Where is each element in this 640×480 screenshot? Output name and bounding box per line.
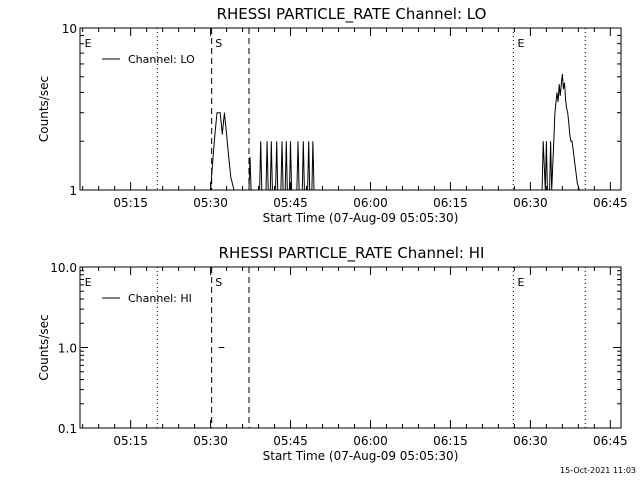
panel-1-xtick-label-4: 06:15 (433, 196, 468, 210)
panel-2-marker-2: E (517, 276, 524, 289)
panel-1-xtick-label-3: 06:00 (353, 196, 388, 210)
panel-1-xtick-label-2: 05:45 (273, 196, 308, 210)
panel-1-xtick-label-5: 06:30 (513, 196, 548, 210)
panel-2-marker-0: E (85, 276, 92, 289)
panel-1-marker-1: S (215, 37, 222, 50)
panel-2-marker-1: S (215, 276, 222, 289)
panel-1-yaxis-label: Counts/sec (37, 76, 51, 142)
panel-1-ytick-label-1: 10 (62, 22, 77, 36)
panel-2-xtick-label-4: 06:15 (433, 434, 468, 448)
panel-2-ytick-label-0: 0.1 (58, 422, 77, 436)
panel-2-xtick-label-2: 05:45 (273, 434, 308, 448)
panel-2-title: RHESSI PARTICLE_RATE Channel: HI (219, 244, 485, 263)
panel-1-title: RHESSI PARTICLE_RATE Channel: LO (217, 5, 487, 24)
panel-2-ytick-label-2: 10.0 (50, 261, 77, 275)
panel-2-xtick-label-1: 05:30 (193, 434, 228, 448)
panel-2-xaxis-label: Start Time (07-Aug-09 05:05:30) (263, 449, 459, 463)
footer-timestamp: 15-Oct-2021 11:03 (560, 466, 636, 475)
panel-1-ytick-label-0: 1 (69, 184, 77, 198)
panel-1-series-line-0 (210, 73, 580, 191)
panel-1-xtick-label-6: 06:45 (593, 196, 628, 210)
panel-2-xtick-label-0: 05:15 (113, 434, 148, 448)
panel-2-legend-label: Channel: HI (128, 292, 192, 305)
panel-2-ytick-label-1: 1.0 (58, 342, 77, 356)
panel-2-xtick-label-6: 06:45 (593, 434, 628, 448)
panel-2-yaxis-label: Counts/sec (37, 314, 51, 380)
panel-1-xtick-label-0: 05:15 (113, 196, 148, 210)
panel-1-legend-label: Channel: LO (128, 53, 195, 66)
panel-1-marker-0: E (85, 37, 92, 50)
panel-2-xtick-label-3: 06:00 (353, 434, 388, 448)
panel-1-xaxis-label: Start Time (07-Aug-09 05:05:30) (263, 211, 459, 225)
panel-1-xtick-label-1: 05:30 (193, 196, 228, 210)
panel-1-marker-2: E (517, 37, 524, 50)
panel-2-xtick-label-5: 06:30 (513, 434, 548, 448)
